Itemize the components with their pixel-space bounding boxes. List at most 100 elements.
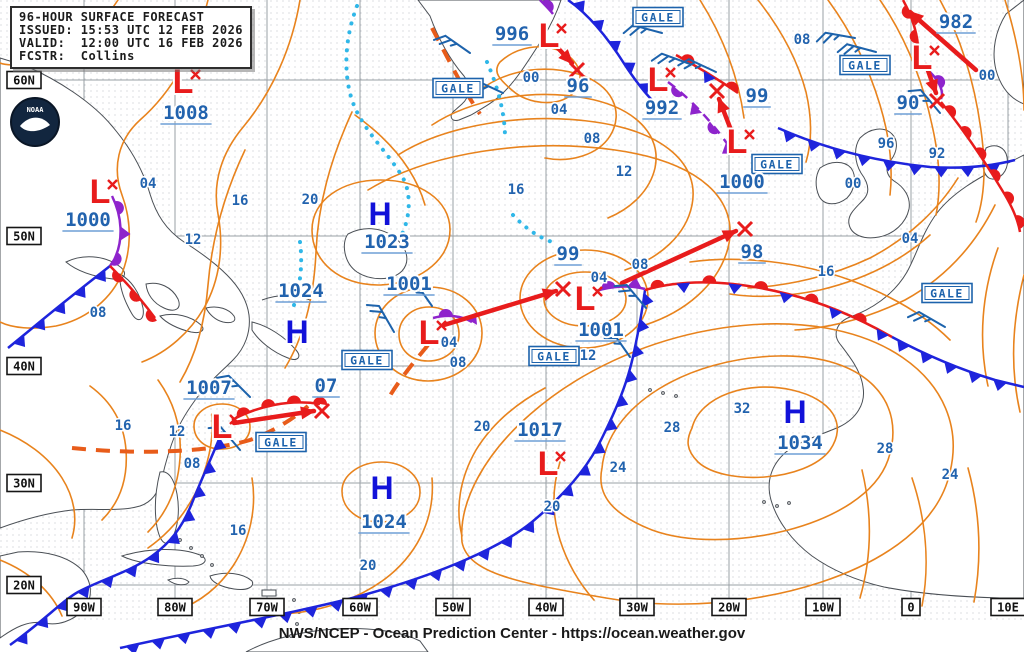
front-symbol-tri [147,550,160,564]
isobar-line [179,149,246,383]
front-symbol-semi [261,399,276,408]
island [295,622,299,626]
isobar-line [747,177,959,289]
high-pressure-label: 1034 [777,432,823,454]
x-pressure-label: 07 [315,375,338,397]
front-symbol-tri [897,339,910,352]
isobar-line [469,68,617,161]
grid-label-box: 60W [342,597,378,617]
isobar-label: 20 [302,192,319,208]
isobar-line [177,477,255,611]
coastline [65,256,125,280]
isobar-line [879,0,940,216]
isobar-label: 00 [523,70,540,86]
low-x-mark [592,286,603,297]
low-pressure-system: L 1007 [183,375,240,448]
front-symbol-tri [616,394,629,408]
front-symbol-semi [541,0,554,12]
front-symbol-tri [73,285,86,298]
gale-label: GALE [930,287,964,301]
front-symbol-semi [313,397,327,406]
x-pressure-label: 98 [741,241,764,263]
low-x-mark [556,23,567,34]
isobar-labels: 16 04 12 16 20 16 12 08 00 04 08 08 04 12 04 08 08 00 96 92… [30,31,997,576]
footer-credit: NWS/NCEP - Ocean Prediction Center - htt… [278,625,746,642]
front-symbol-tri [728,283,743,295]
trough-dashed [430,27,482,116]
front-occluded [539,0,554,15]
high-symbol: H [370,470,393,506]
gale-box-inner [924,286,970,300]
island [787,501,791,505]
front-symbol-semi [853,313,867,324]
wind-barb [365,303,395,333]
grid-label-box: 30W [619,597,655,617]
isobar-label: 00 [979,68,996,84]
island [189,546,193,550]
isobar-label: 08 [584,131,601,147]
front-symbol-semi [111,252,122,266]
x-pressure-label: 90 [897,92,920,114]
wind-barb [906,311,946,328]
front-warm [940,101,1022,233]
gale-warning-box: GALE [341,349,393,371]
front-symbol-tri [572,0,585,13]
gale-box-outer [528,345,580,367]
isobar-line [397,117,694,271]
front-symbol-tri [783,130,797,143]
wind-barb [815,31,856,44]
front-symbol-tri [53,301,66,315]
high-pressure-system: H 1024 [358,468,410,535]
front-symbol-tri [703,70,716,84]
isobar-label: 08 [632,257,649,273]
island [775,504,779,508]
gale-warning-box: GALE [528,345,580,367]
isobar-label: 08 [184,456,201,472]
isobar-label: 12 [185,232,202,248]
low-x-mark [107,179,118,190]
front-symbol-semi [934,75,946,89]
arrow-head [541,288,558,301]
front-symbol-tri [329,600,343,612]
forecast-position-x: 90 [894,90,946,116]
gale-box-inner [531,349,577,363]
coastline [261,295,311,301]
low-symbol: L [648,61,669,99]
front-symbol-tri [934,167,949,178]
isobar-label: 24 [610,460,627,476]
front-symbol-semi [601,281,616,290]
isobar-line [311,179,451,286]
low-symbol: L [419,314,440,352]
isobar-label: 04 [551,102,568,118]
grid-label-box: 10W [805,597,841,617]
front-symbol-tri [379,586,394,598]
isobar-label: 28 [877,441,894,457]
low-pressure-label: 996 [495,23,529,45]
grid-label-rect [6,226,42,246]
front-symbol-semi [901,5,912,19]
front-symbol-tri [125,643,140,652]
isobar-label: 12 [580,348,597,364]
high-pressure-label: 1024 [361,511,407,533]
front-symbol-tri [227,622,242,634]
gale-warning-box: GALE [632,6,684,28]
front-symbol-semi [960,126,972,139]
grid-label-box: 0 [901,597,921,617]
gale-label: GALE [350,354,384,368]
grid-label-rect [342,597,378,617]
isobar-line [0,429,76,539]
grid-label-box: 80W [157,597,193,617]
grid-label-rect [711,597,747,617]
grid-label-text: 10E [997,601,1019,615]
front-symbol-tri [561,484,574,497]
coastline [251,321,300,360]
low-x-mark [555,451,566,462]
arrow-head [908,10,925,26]
front-symbol-semi [944,105,957,118]
gale-box-inner [754,157,800,171]
front-symbol-tri [944,361,958,374]
grid-label-text: 30W [626,601,648,615]
coastline [768,154,1024,599]
forecast-position-x: 99 [708,82,771,109]
